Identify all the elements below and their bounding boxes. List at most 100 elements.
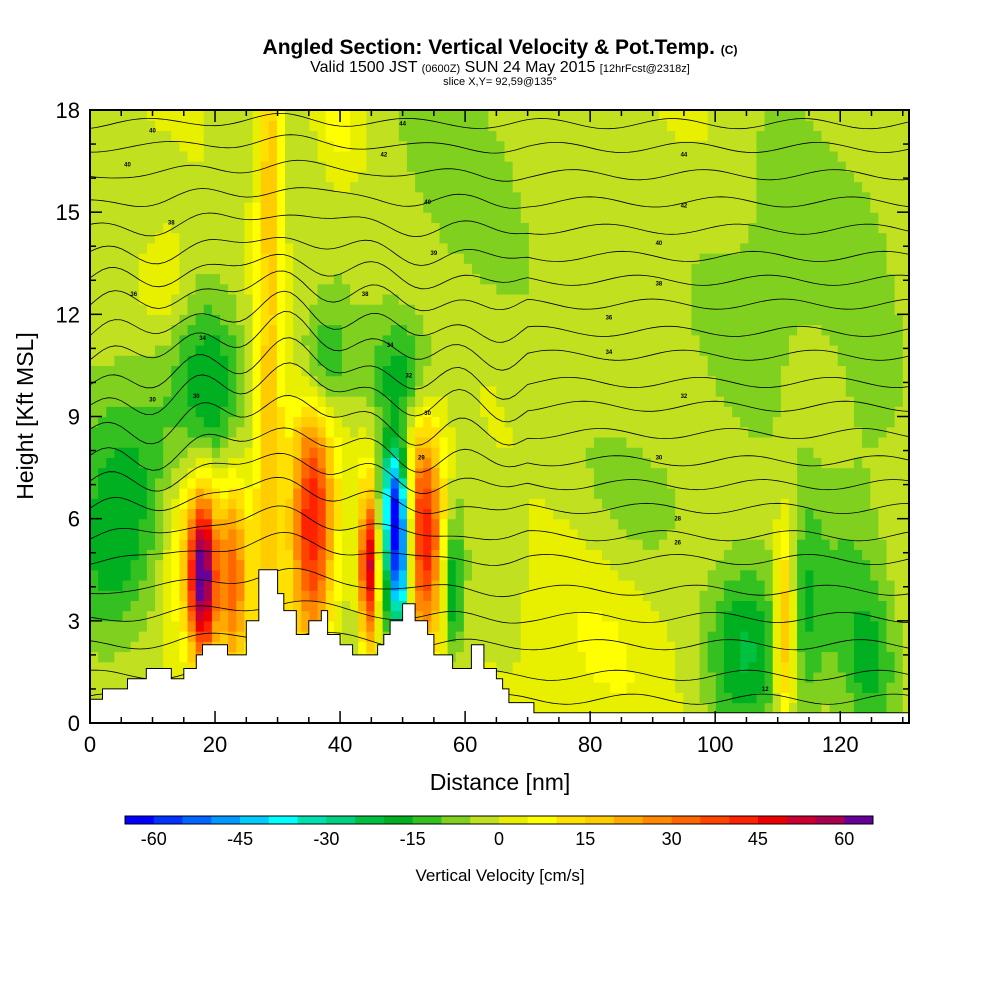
velocity-cell — [350, 488, 359, 499]
velocity-cell — [788, 273, 798, 285]
velocity-cell — [626, 671, 636, 683]
velocity-cell — [772, 344, 782, 356]
velocity-cell — [699, 518, 709, 530]
velocity-cell — [252, 355, 262, 367]
velocity-cell — [707, 600, 717, 612]
velocity-cell — [780, 416, 790, 428]
velocity-cell — [853, 702, 863, 714]
velocity-cell — [715, 549, 725, 561]
velocity-cell — [740, 671, 749, 683]
velocity-cell — [496, 406, 506, 418]
velocity-cell — [114, 600, 124, 612]
velocity-cell — [512, 406, 522, 418]
velocity-cell — [699, 600, 709, 612]
velocity-cell — [642, 559, 652, 571]
velocity-cell — [301, 600, 311, 612]
velocity-cell — [553, 590, 562, 601]
velocity-cell — [293, 600, 302, 612]
velocity-cell — [447, 426, 457, 438]
velocity-cell — [748, 579, 758, 591]
velocity-cell — [650, 253, 660, 264]
velocity-cell — [309, 293, 319, 305]
velocity-cell — [406, 467, 416, 479]
velocity-cell — [772, 539, 782, 550]
velocity-cell — [553, 253, 562, 264]
velocity-cell — [455, 426, 465, 438]
velocity-cell — [423, 406, 432, 418]
velocity-cell — [756, 222, 766, 234]
velocity-cell — [90, 579, 99, 591]
velocity-cell — [845, 528, 855, 540]
velocity-cell — [488, 283, 497, 295]
velocity-cell — [870, 651, 879, 663]
velocity-cell — [732, 436, 741, 448]
velocity-cell — [114, 457, 124, 469]
velocity-cell — [333, 569, 343, 581]
velocity-cell — [667, 569, 676, 581]
velocity-cell — [740, 396, 749, 407]
velocity-cell — [325, 528, 335, 540]
velocity-cell — [455, 447, 465, 458]
velocity-cell — [406, 498, 416, 510]
velocity-cell — [658, 447, 668, 458]
velocity-cell — [748, 539, 758, 550]
velocity-cell — [813, 508, 823, 520]
velocity-cell — [350, 365, 359, 377]
velocity-cell — [488, 314, 497, 326]
velocity-cell — [130, 549, 140, 561]
velocity-cell — [146, 396, 156, 407]
velocity-cell — [569, 528, 579, 540]
velocity-cell — [317, 283, 327, 295]
velocity-cell — [528, 263, 538, 275]
velocity-cell — [171, 651, 181, 663]
velocity-cell — [130, 600, 140, 612]
velocity-cell — [577, 283, 587, 295]
velocity-cell — [398, 559, 408, 571]
velocity-cell — [658, 641, 668, 653]
velocity-cell — [358, 385, 367, 397]
velocity-cell — [211, 518, 221, 530]
velocity-cell — [821, 457, 831, 469]
velocity-cell — [732, 702, 741, 714]
velocity-cell — [276, 508, 286, 520]
velocity-cell — [358, 263, 367, 275]
velocity-cell — [187, 498, 197, 510]
velocity-cell — [415, 344, 424, 356]
velocity-cell — [553, 692, 562, 704]
velocity-cell — [788, 569, 798, 581]
velocity-cell — [455, 528, 465, 540]
velocity-cell — [537, 498, 546, 510]
velocity-cell — [496, 426, 506, 438]
velocity-cell — [528, 293, 538, 305]
velocity-cell — [894, 539, 904, 550]
velocity-cell — [577, 457, 587, 469]
velocity-cell — [683, 539, 693, 550]
velocity-cell — [211, 590, 221, 601]
velocity-cell — [374, 610, 384, 622]
velocity-cell — [350, 273, 359, 285]
velocity-cell — [439, 355, 449, 367]
velocity-cell — [406, 355, 416, 367]
velocity-cell — [862, 283, 871, 295]
velocity-cell — [780, 232, 790, 244]
velocity-cell — [732, 334, 741, 346]
velocity-cell — [845, 682, 855, 693]
velocity-cell — [772, 610, 782, 622]
velocity-cell — [528, 539, 538, 550]
velocity-cell — [276, 406, 286, 418]
velocity-cell — [130, 304, 140, 315]
velocity-cell — [593, 273, 603, 285]
velocity-cell — [748, 467, 758, 479]
velocity-cell — [171, 457, 181, 469]
velocity-cell — [398, 334, 408, 346]
velocity-cell — [439, 498, 449, 510]
velocity-cell — [496, 263, 506, 275]
velocity-cell — [707, 641, 717, 653]
velocity-cell — [862, 539, 871, 550]
velocity-cell — [748, 569, 758, 581]
velocity-cell — [723, 396, 733, 407]
velocity-cell — [106, 661, 115, 673]
velocity-cell — [829, 539, 839, 550]
velocity-cell — [268, 488, 278, 499]
velocity-cell — [740, 702, 749, 714]
